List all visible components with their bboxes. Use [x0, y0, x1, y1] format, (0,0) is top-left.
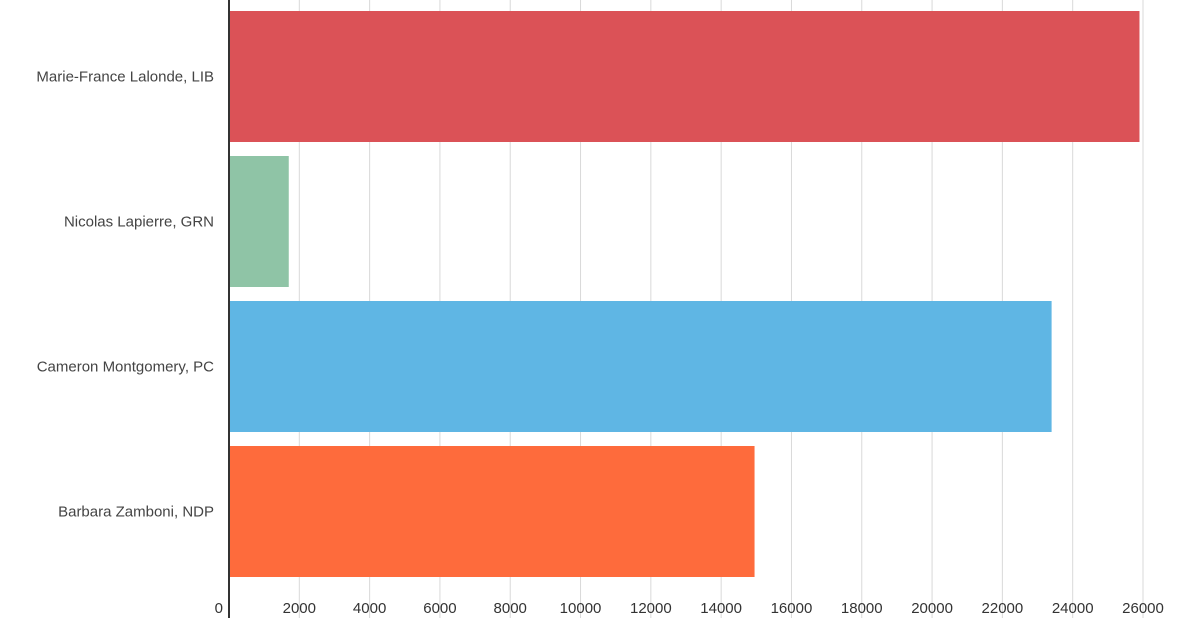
bar-4	[229, 446, 755, 577]
x-tick-label: 0	[215, 600, 223, 617]
x-tick-label: 8000	[494, 600, 527, 617]
category-label: Barbara Zamboni, NDP	[58, 504, 214, 521]
x-tick-label: 20000	[911, 600, 953, 617]
x-tick-label: 14000	[700, 600, 742, 617]
x-tick-label: 18000	[841, 600, 883, 617]
x-tick-label: 6000	[423, 600, 456, 617]
x-tick-label: 22000	[982, 600, 1024, 617]
x-tick-label: 10000	[560, 600, 602, 617]
x-tick-label: 26000	[1122, 600, 1164, 617]
category-label: Marie-France Lalonde, LIB	[36, 69, 214, 86]
x-tick-label: 2000	[283, 600, 316, 617]
bar-1	[229, 11, 1140, 142]
x-tick-label: 24000	[1052, 600, 1094, 617]
category-labels: Marie-France Lalonde, LIB Nicolas Lapierr…	[36, 69, 214, 521]
bars	[229, 11, 1140, 577]
bar-2	[229, 156, 289, 287]
x-tick-label: 16000	[771, 600, 813, 617]
bar-3	[229, 301, 1052, 432]
category-label: Cameron Montgomery, PC	[37, 359, 214, 376]
x-tick-labels: 0 2000 4000 6000 8000 10000 12000 14000 16000 180…	[215, 600, 1164, 617]
x-tick-label: 4000	[353, 600, 386, 617]
x-tick-label: 12000	[630, 600, 672, 617]
category-label: Nicolas Lapierre, GRN	[64, 214, 214, 231]
